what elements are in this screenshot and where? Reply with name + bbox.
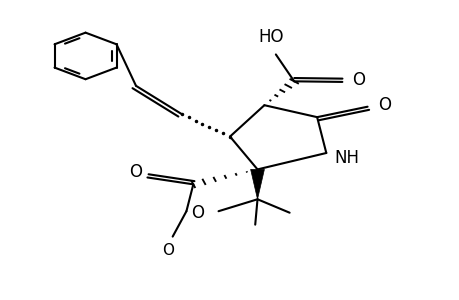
Text: O: O <box>190 204 204 222</box>
Text: O: O <box>129 163 142 181</box>
Text: O: O <box>377 96 390 114</box>
Polygon shape <box>250 169 264 199</box>
Text: HO: HO <box>258 28 283 46</box>
Text: NH: NH <box>334 149 359 167</box>
Text: O: O <box>352 71 364 89</box>
Text: O: O <box>162 243 174 258</box>
